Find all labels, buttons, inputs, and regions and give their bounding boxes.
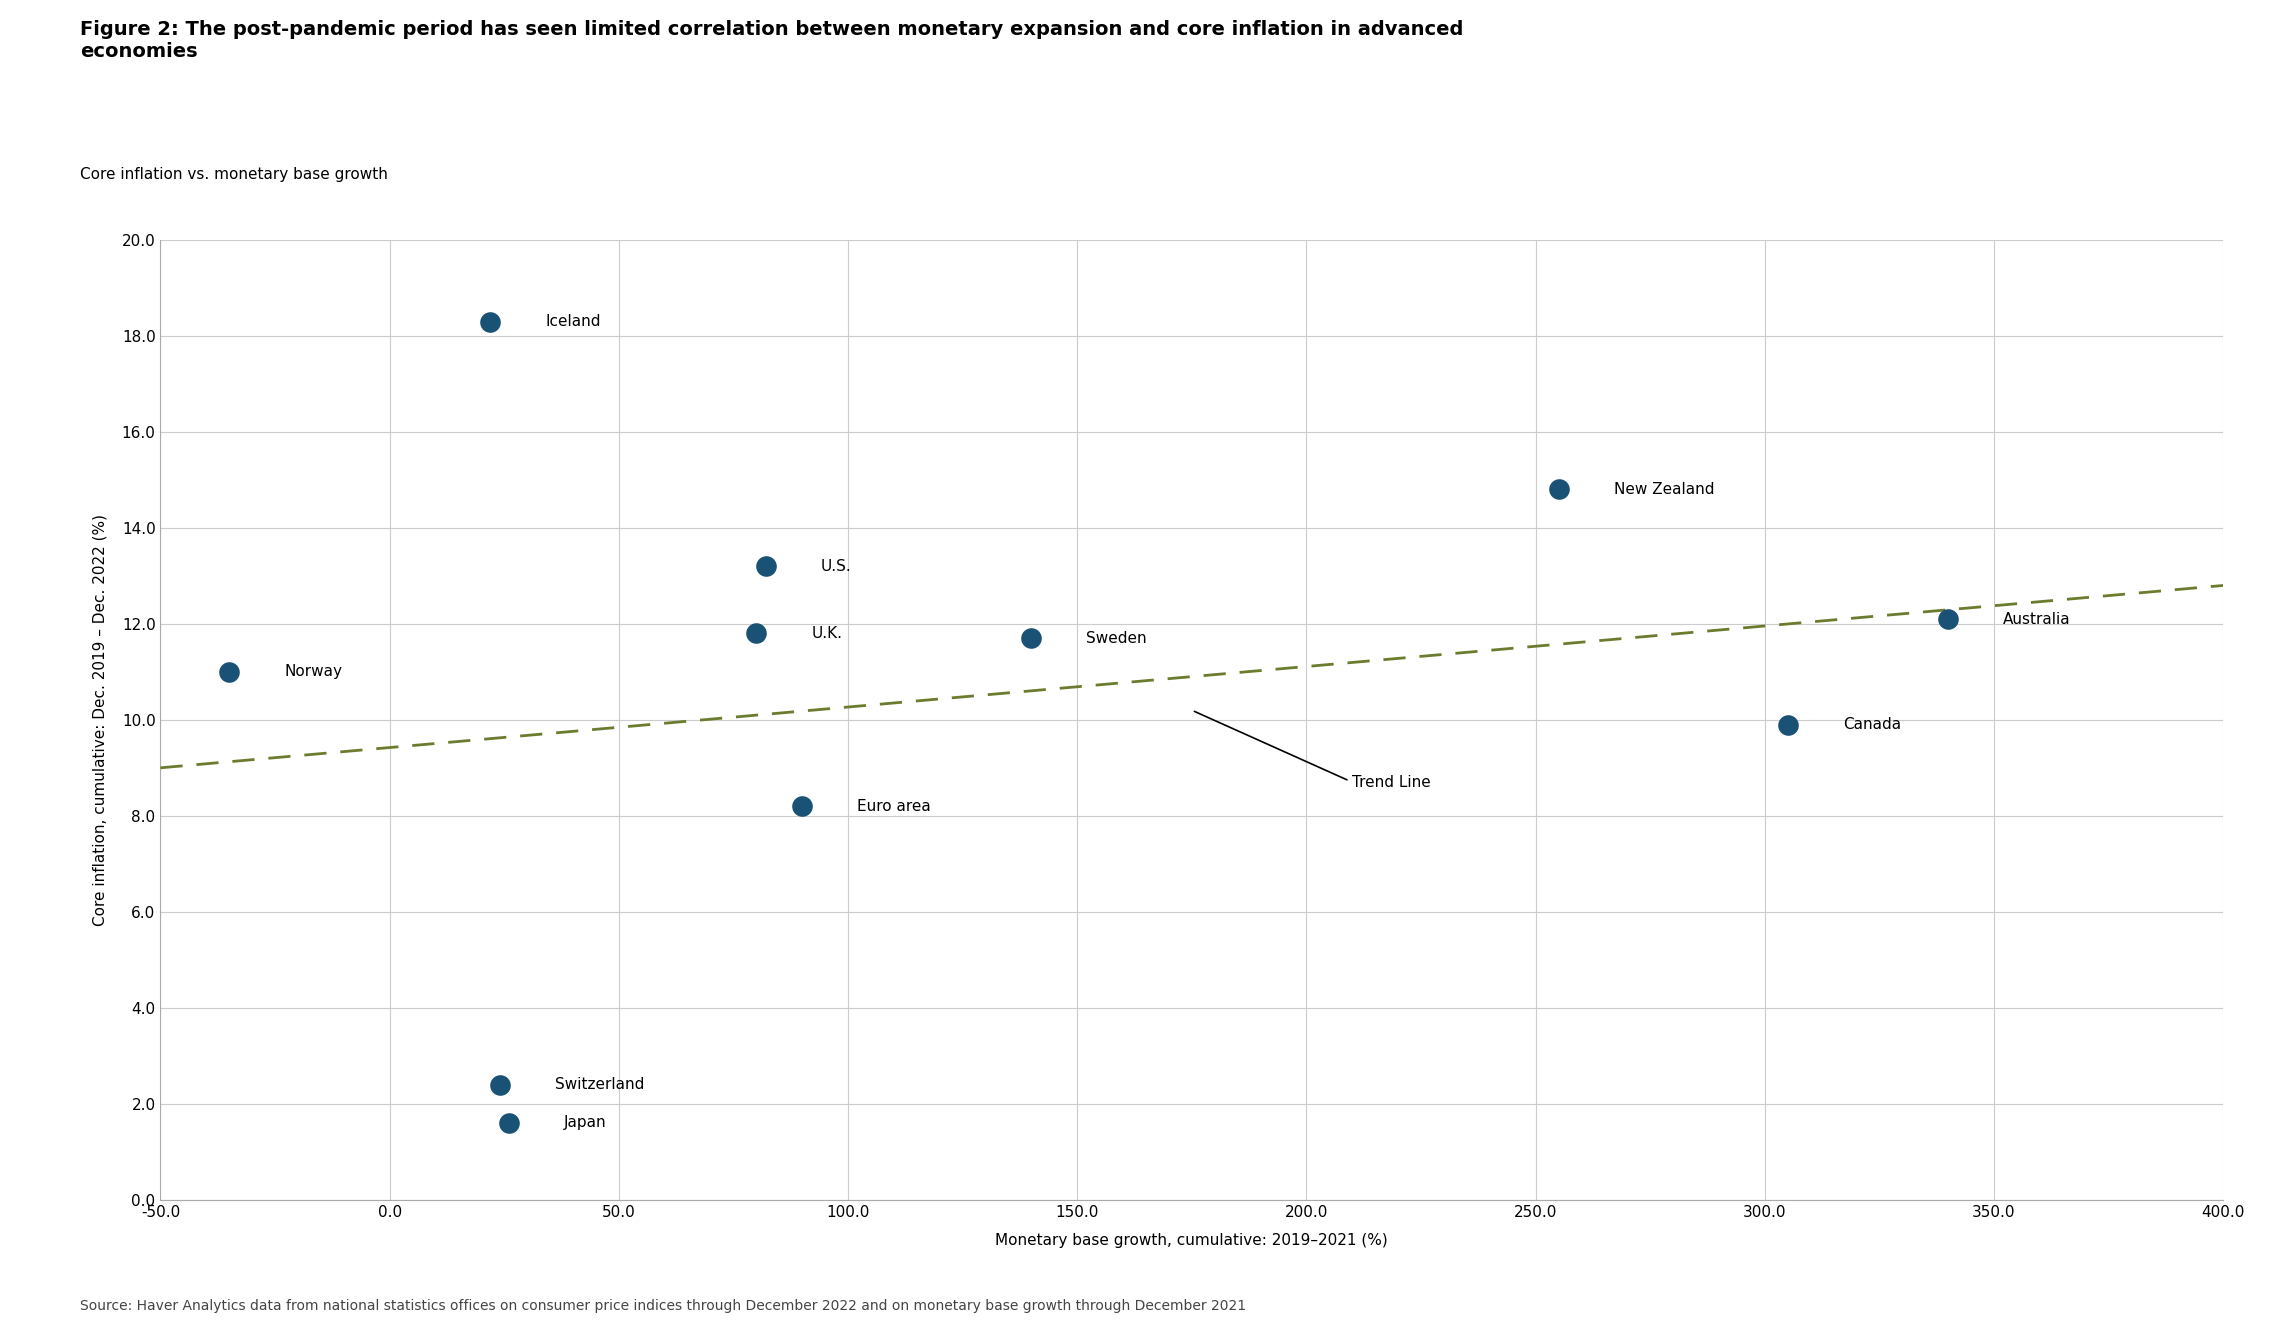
Text: Euro area: Euro area bbox=[857, 798, 931, 813]
Point bbox=[1013, 628, 1050, 649]
Text: Trend Line: Trend Line bbox=[1194, 712, 1430, 789]
Point bbox=[1540, 479, 1577, 500]
Point bbox=[481, 1074, 518, 1096]
Text: Figure 2: The post-pandemic period has seen limited correlation between monetary: Figure 2: The post-pandemic period has s… bbox=[80, 20, 1465, 61]
Point bbox=[1930, 608, 1967, 629]
Text: Norway: Norway bbox=[284, 664, 342, 680]
Point bbox=[738, 623, 775, 644]
Point bbox=[211, 661, 248, 682]
Text: Japan: Japan bbox=[564, 1116, 607, 1130]
Point bbox=[1769, 714, 1806, 736]
Point bbox=[784, 796, 821, 817]
X-axis label: Monetary base growth, cumulative: 2019–2021 (%): Monetary base growth, cumulative: 2019–2… bbox=[995, 1233, 1389, 1249]
Text: Iceland: Iceland bbox=[545, 315, 601, 329]
Text: U.K.: U.K. bbox=[811, 627, 843, 641]
Text: Canada: Canada bbox=[1843, 717, 1900, 732]
Point bbox=[747, 556, 784, 577]
Text: U.S.: U.S. bbox=[821, 559, 850, 573]
Text: Switzerland: Switzerland bbox=[555, 1077, 644, 1092]
Text: Core inflation vs. monetary base growth: Core inflation vs. monetary base growth bbox=[80, 167, 387, 181]
Text: New Zealand: New Zealand bbox=[1614, 483, 1714, 497]
Point bbox=[490, 1112, 527, 1133]
Text: Australia: Australia bbox=[2003, 612, 2072, 627]
Text: Source: Haver Analytics data from national statistics offices on consumer price : Source: Haver Analytics data from nation… bbox=[80, 1298, 1247, 1313]
Y-axis label: Core inflation, cumulative: Dec. 2019 – Dec. 2022 (%): Core inflation, cumulative: Dec. 2019 – … bbox=[92, 513, 108, 926]
Text: Sweden: Sweden bbox=[1086, 631, 1146, 645]
Point bbox=[472, 311, 509, 332]
